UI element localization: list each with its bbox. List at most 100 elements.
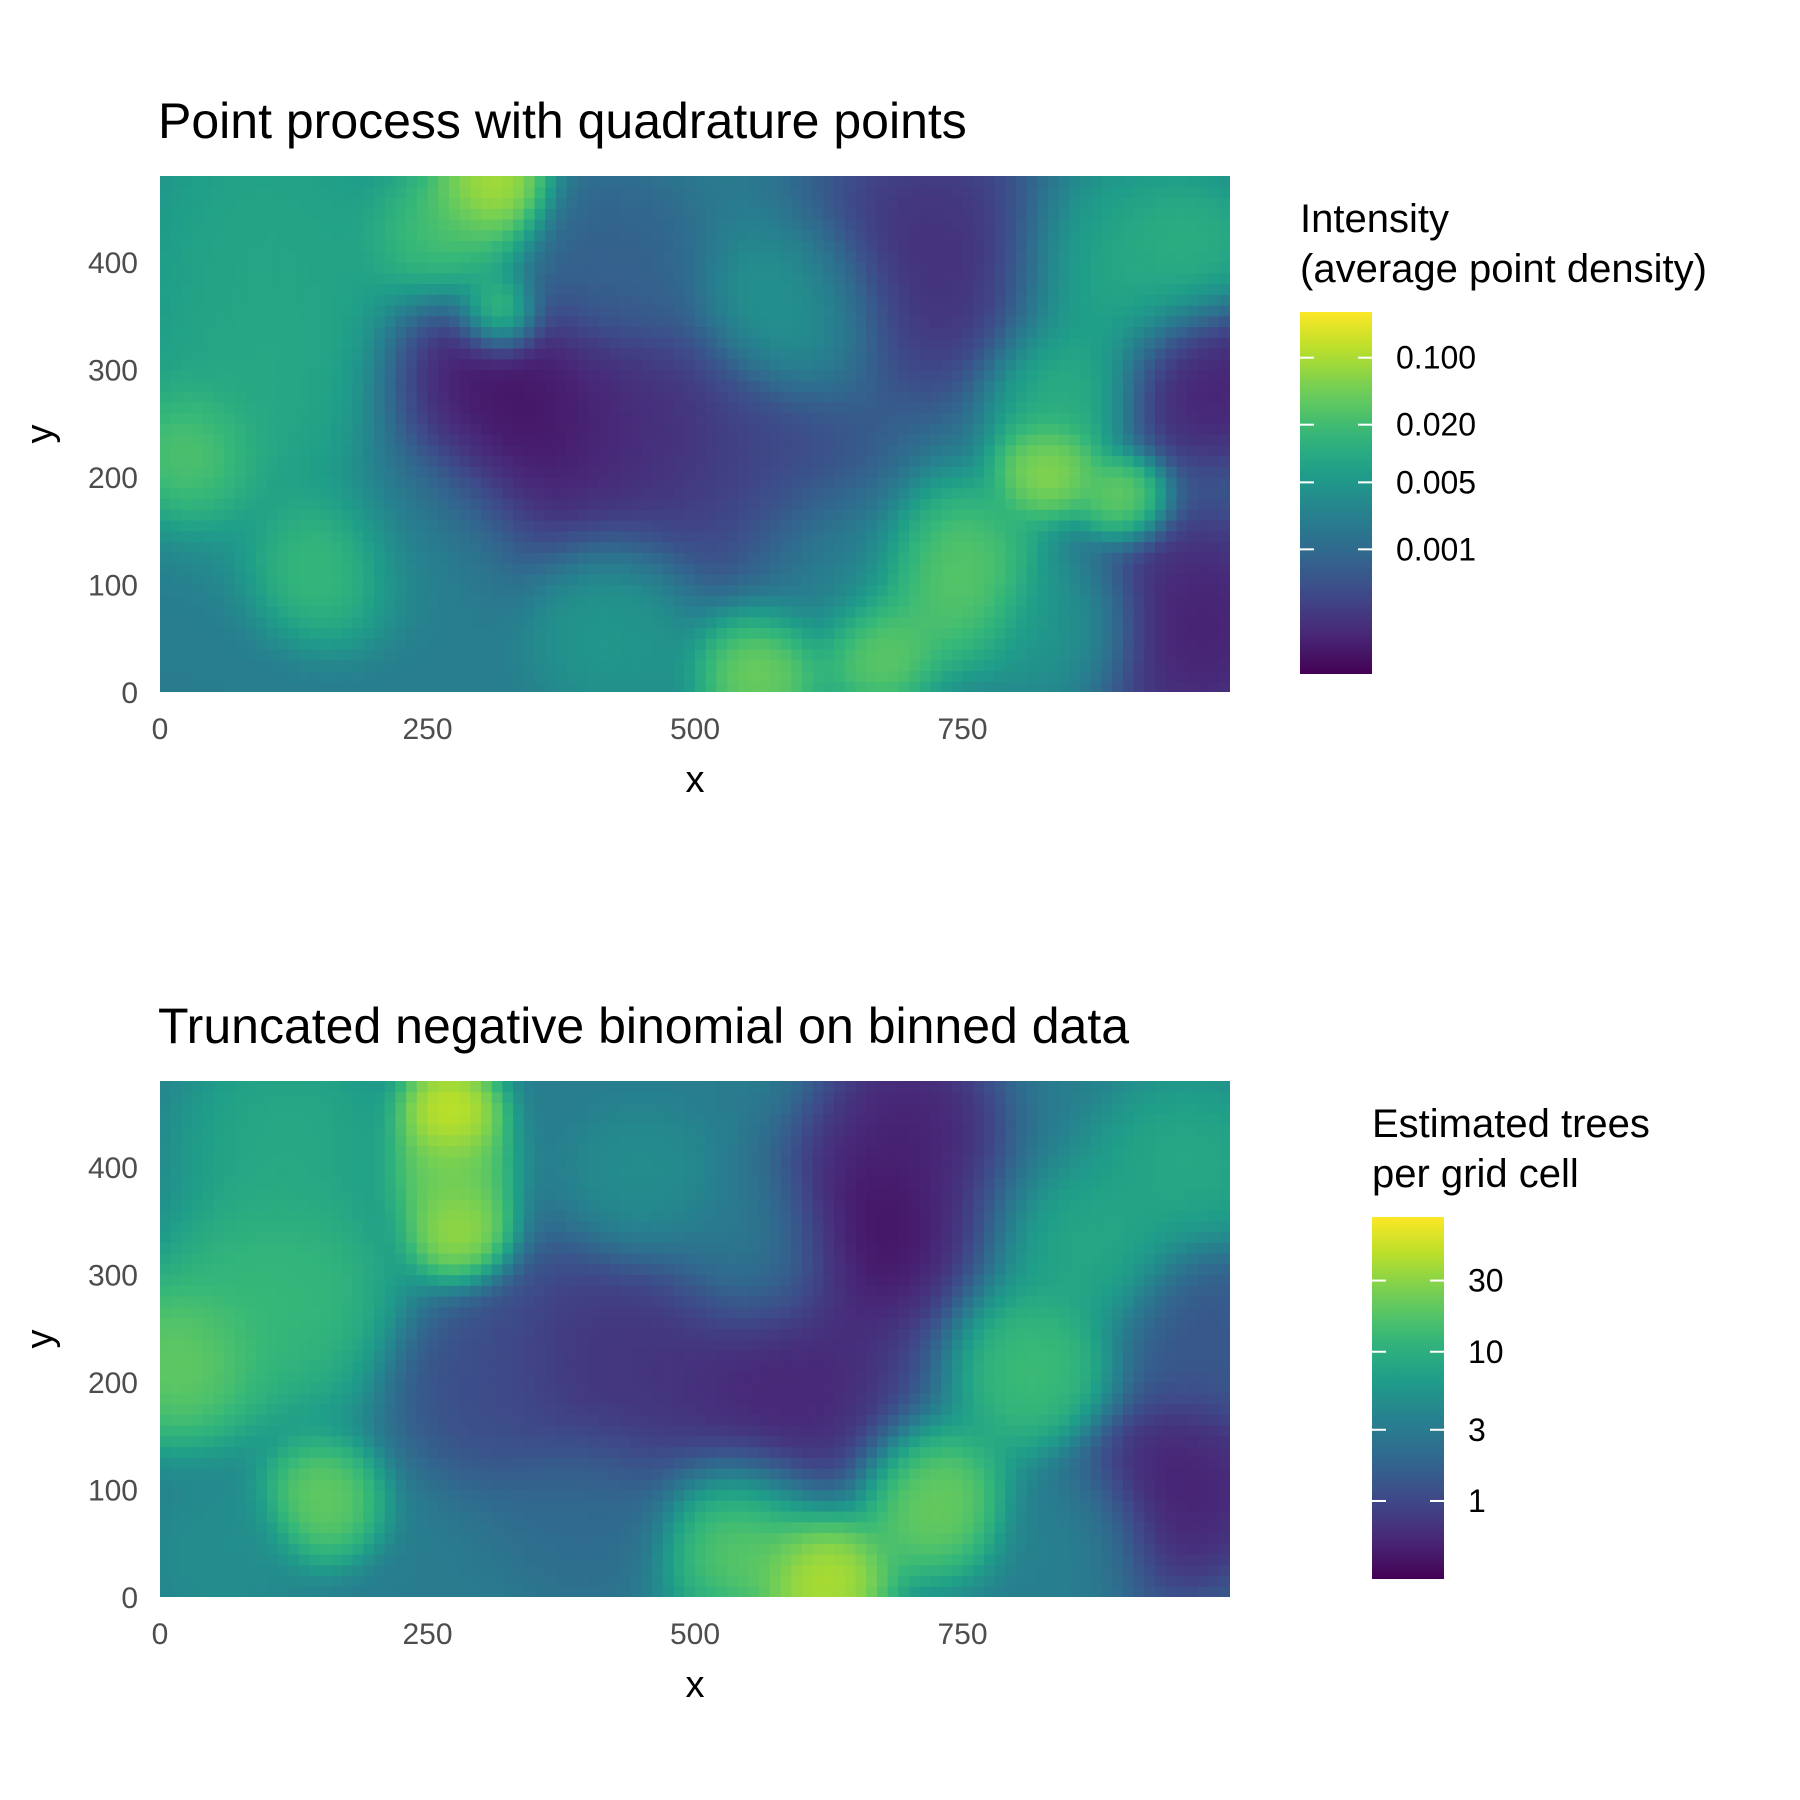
heatmap-cell — [1090, 498, 1103, 510]
heatmap-cell — [769, 552, 782, 564]
heatmap-cell — [224, 262, 236, 274]
heatmap-cell — [245, 530, 257, 543]
heatmap-cell — [160, 176, 172, 188]
heatmap-cell — [983, 305, 996, 317]
heatmap-cell — [802, 487, 814, 500]
heatmap-cell — [1016, 337, 1028, 349]
heatmap-cell — [1069, 616, 1081, 629]
heatmap-cell — [384, 444, 396, 457]
heatmap-cell — [170, 670, 182, 682]
heatmap-cell — [320, 176, 332, 188]
heatmap-cell — [1176, 541, 1188, 553]
heatmap-cell — [523, 498, 536, 510]
heatmap-cell — [481, 606, 493, 618]
heatmap-cell — [352, 401, 364, 414]
heatmap-cell — [1048, 186, 1060, 199]
heatmap-cell — [459, 541, 471, 553]
heatmap-cell — [887, 670, 899, 682]
heatmap-cell — [609, 219, 621, 231]
heatmap-cell — [994, 520, 1006, 532]
heatmap-cell — [374, 627, 386, 639]
heatmap-cell — [887, 552, 899, 564]
heatmap-cell — [1016, 498, 1028, 510]
heatmap-cell — [727, 477, 739, 489]
heatmap-cell — [887, 595, 899, 607]
heatmap-cell — [459, 520, 471, 532]
heatmap-cell — [1187, 283, 1199, 295]
heatmap-cell — [374, 584, 386, 596]
heatmap-cell — [652, 509, 664, 521]
heatmap-cell — [630, 649, 643, 661]
heatmap-cell — [481, 229, 493, 242]
heatmap-cell — [320, 423, 332, 435]
heatmap-cell — [363, 240, 375, 252]
heatmap-cell — [555, 552, 568, 564]
heatmap-cell — [919, 498, 931, 510]
heatmap-cell — [1090, 434, 1103, 446]
heatmap-cell — [406, 638, 418, 650]
heatmap-cell — [352, 584, 364, 596]
heatmap-cell — [962, 541, 974, 553]
heatmap-cell — [630, 305, 643, 317]
heatmap-cell — [1176, 294, 1188, 306]
heatmap-cell — [1090, 466, 1103, 478]
heatmap-cell — [470, 337, 482, 349]
heatmap-cell — [1155, 541, 1167, 553]
heatmap-cell — [684, 337, 696, 349]
heatmap-cell — [1026, 434, 1038, 446]
heatmap-cell — [1037, 509, 1049, 521]
heatmap-cell — [855, 229, 867, 242]
heatmap-cell — [523, 466, 536, 478]
heatmap-cell — [791, 208, 803, 220]
heatmap-cell — [256, 455, 268, 467]
heatmap-cell — [1090, 369, 1103, 381]
heatmap-cell — [759, 240, 771, 252]
heatmap-cell — [384, 305, 396, 317]
heatmap-cell — [759, 1586, 771, 1597]
heatmap-cell — [1048, 337, 1060, 349]
heatmap-cell — [192, 520, 204, 532]
heatmap-cell — [802, 681, 814, 692]
heatmap-cell — [802, 606, 814, 618]
heatmap-cell — [834, 595, 846, 607]
heatmap-cell — [780, 530, 792, 543]
heatmap-cell — [384, 563, 396, 575]
heatmap-cell — [491, 434, 503, 446]
heatmap-cell — [363, 176, 375, 188]
heatmap-cell — [234, 466, 247, 478]
heatmap-cell — [609, 369, 621, 381]
heatmap-cell — [866, 681, 878, 692]
heatmap-cell — [769, 681, 782, 692]
heatmap-cell — [256, 552, 268, 564]
heatmap-cell — [812, 294, 824, 306]
heatmap-cell — [1080, 315, 1092, 328]
heatmap-cell — [256, 573, 268, 586]
heatmap-cell — [309, 412, 322, 424]
heatmap-cell — [470, 477, 482, 489]
heatmap-cell — [1005, 563, 1017, 575]
heatmap-cell — [459, 498, 471, 510]
heatmap-cell — [1133, 197, 1145, 209]
heatmap-cell — [202, 229, 215, 242]
heatmap-cell — [652, 670, 664, 682]
heatmap-cell — [502, 229, 514, 242]
heatmap-cell — [1080, 681, 1092, 692]
heatmap-cell — [1197, 391, 1210, 403]
heatmap-cell — [1165, 380, 1178, 392]
heatmap-cell — [716, 305, 728, 317]
heatmap-cell — [1133, 348, 1145, 360]
heatmap-cell — [855, 681, 867, 692]
heatmap-cell — [834, 262, 846, 274]
heatmap-cell — [459, 369, 471, 381]
heatmap-cell — [834, 627, 846, 639]
heatmap-cell — [577, 649, 589, 661]
heatmap-cell — [759, 262, 771, 274]
heatmap-cell — [1080, 509, 1092, 521]
heatmap-cell — [384, 208, 396, 220]
heatmap-cell — [983, 283, 996, 295]
heatmap-cell — [834, 659, 846, 672]
heatmap-cell — [994, 455, 1006, 467]
heatmap-cell — [363, 466, 375, 478]
heatmap-cell — [181, 369, 193, 381]
heatmap-cell — [951, 487, 964, 500]
